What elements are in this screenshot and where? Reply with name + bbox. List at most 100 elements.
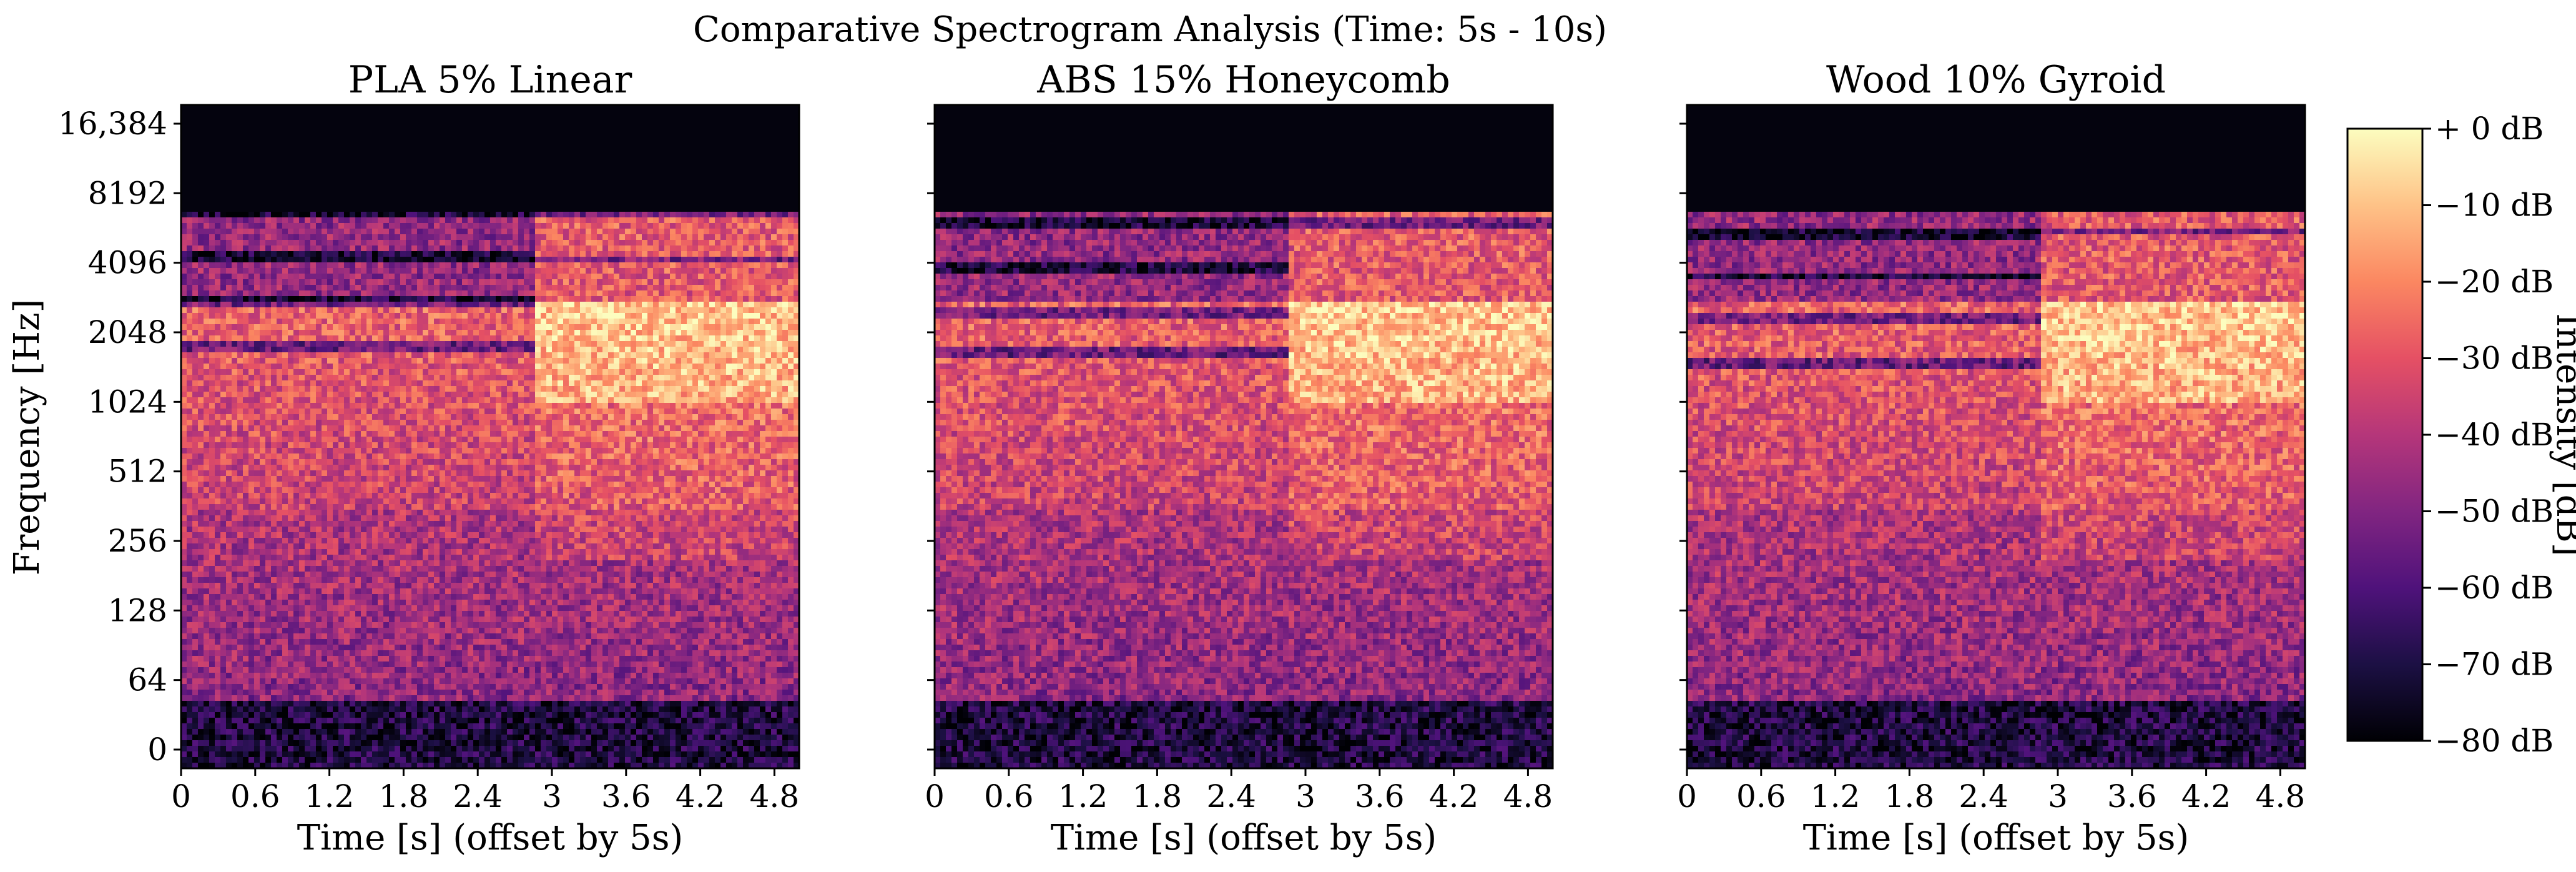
spectrogram-cell: [282, 521, 288, 527]
spectrogram-cell: [265, 633, 272, 640]
spectrogram-cell: [344, 701, 350, 707]
spectrogram-cell: [293, 167, 300, 173]
spectrogram-cell: [322, 510, 328, 516]
spectrogram-cell: [372, 504, 378, 510]
spectrogram-cell: [192, 184, 199, 190]
spectrogram-cell: [187, 257, 193, 263]
spectrogram-cell: [378, 448, 384, 454]
spectrogram-cell: [226, 156, 232, 162]
spectrogram-cell: [366, 167, 373, 173]
spectrogram-cell: [237, 307, 243, 314]
spectrogram-cell: [209, 167, 215, 173]
spectrogram-cell: [181, 285, 187, 291]
spectrogram-cell: [400, 521, 406, 527]
spectrogram-cell: [350, 532, 356, 538]
spectrogram-cell: [316, 195, 322, 201]
spectrogram-cell: [372, 594, 378, 600]
spectrogram-cell: [366, 763, 373, 769]
spectrogram-cell: [260, 476, 266, 482]
spectrogram-cell: [411, 156, 418, 162]
spectrogram-cell: [355, 706, 361, 713]
spectrogram-cell: [299, 380, 305, 387]
spectrogram-cell: [400, 189, 406, 196]
spectrogram-cell: [406, 667, 412, 673]
spectrogram-cell: [293, 313, 300, 319]
spectrogram-cell: [338, 133, 345, 139]
spectrogram-cell: [395, 380, 401, 387]
spectrogram-cell: [316, 223, 322, 229]
spectrogram-cell: [378, 740, 384, 746]
spectrogram-cell: [187, 279, 193, 285]
spectrogram-cell: [226, 510, 232, 516]
spectrogram-cell: [204, 420, 210, 426]
spectrogram-cell: [260, 420, 266, 426]
spectrogram-cell: [333, 369, 339, 375]
spectrogram-cell: [333, 285, 339, 291]
spectrogram-cell: [243, 453, 249, 460]
spectrogram-cell: [243, 133, 249, 139]
spectrogram-cell: [232, 116, 238, 122]
spectrogram-cell: [260, 127, 266, 134]
spectrogram-cell: [316, 482, 322, 488]
spectrogram-cell: [248, 577, 255, 583]
spectrogram-cell: [406, 701, 412, 707]
spectrogram-cell: [220, 600, 227, 606]
spectrogram-cell: [288, 437, 294, 443]
spectrogram-cell: [400, 560, 406, 567]
spectrogram-cell: [282, 538, 288, 544]
spectrogram-cell: [243, 251, 249, 257]
spectrogram-cell: [316, 684, 322, 690]
spectrogram-cell: [220, 549, 227, 555]
spectrogram-cell: [237, 605, 243, 612]
spectrogram-cell: [265, 234, 272, 240]
spectrogram-cell: [282, 307, 288, 314]
spectrogram-cell: [327, 178, 333, 184]
spectrogram-cell: [237, 448, 243, 454]
spectrogram-cell: [215, 465, 221, 471]
spectrogram-cell: [248, 667, 255, 673]
spectrogram-cell: [350, 527, 356, 533]
spectrogram-cell: [209, 600, 215, 606]
spectrogram-cell: [237, 268, 243, 274]
spectrogram-cell: [277, 178, 283, 184]
spectrogram-cell: [366, 223, 373, 229]
spectrogram-cell: [260, 706, 266, 713]
spectrogram-cell: [406, 656, 412, 662]
spectrogram-cell: [215, 527, 221, 533]
spectrogram-cell: [411, 425, 418, 432]
spectrogram-cell: [237, 611, 243, 617]
spectrogram-cell: [350, 139, 356, 145]
spectrogram-cell: [282, 212, 288, 218]
spectrogram-cell: [260, 403, 266, 409]
spectrogram-cell: [181, 476, 187, 482]
spectrogram-cell: [288, 111, 294, 117]
spectrogram-cell: [305, 144, 311, 151]
spectrogram-cell: [316, 386, 322, 392]
spectrogram-cell: [198, 543, 204, 550]
spectrogram-cell: [248, 397, 255, 404]
spectrogram-cell: [383, 538, 390, 544]
spectrogram-cell: [232, 431, 238, 437]
spectrogram-cell: [333, 420, 339, 426]
spectrogram-cell: [226, 690, 232, 696]
spectrogram-cell: [265, 515, 272, 522]
spectrogram-cell: [344, 223, 350, 229]
spectrogram-cell: [299, 409, 305, 415]
spectrogram-cell: [383, 409, 390, 415]
spectrogram-cell: [400, 127, 406, 134]
spectrogram-cell: [361, 442, 367, 448]
spectrogram-cell: [344, 251, 350, 257]
spectrogram-cell: [327, 723, 333, 730]
spectrogram-cell: [372, 251, 378, 257]
spectrogram-cell: [383, 470, 390, 477]
spectrogram-cell: [305, 201, 311, 207]
spectrogram-cell: [248, 751, 255, 758]
spectrogram-cell: [366, 442, 373, 448]
spectrogram-cell: [310, 386, 317, 392]
spectrogram-cell: [226, 448, 232, 454]
spectrogram-cell: [383, 453, 390, 460]
spectrogram-cell: [282, 139, 288, 145]
spectrogram-cell: [237, 414, 243, 420]
spectrogram-cell: [204, 459, 210, 465]
spectrogram-cell: [226, 673, 232, 679]
